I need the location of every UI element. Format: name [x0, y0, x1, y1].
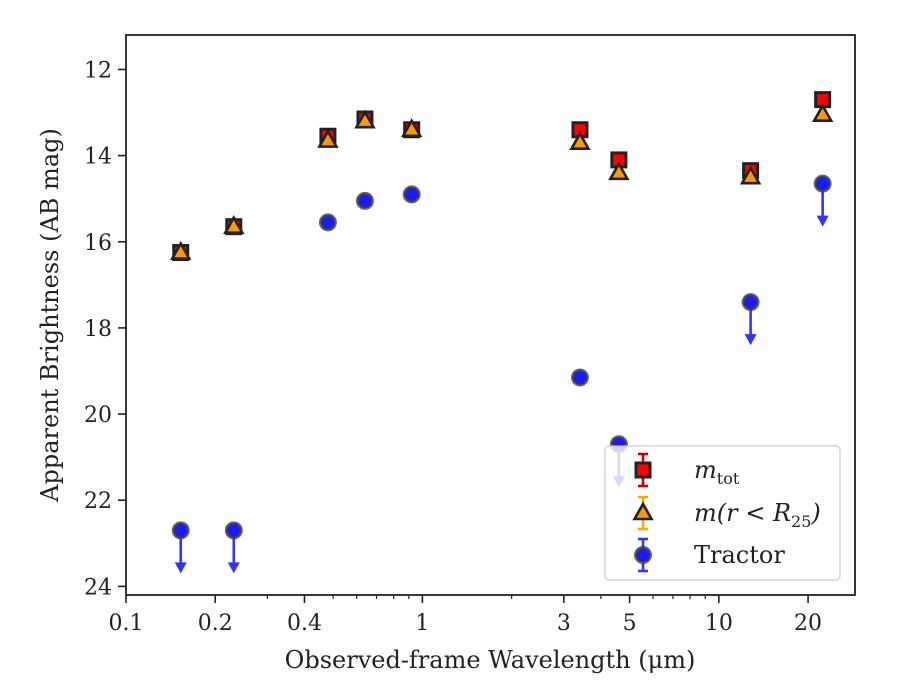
y-axis-label: Apparent Brightness (AB mag)	[36, 128, 64, 503]
legend-label: m(r < R25)	[694, 499, 821, 531]
data-marks	[170, 91, 834, 574]
x-tick-label: 20	[794, 611, 822, 636]
legend-marker	[634, 546, 652, 564]
upper-limit-head	[174, 562, 187, 574]
r25-point	[170, 240, 192, 260]
legend-box	[604, 445, 841, 581]
legend-marker	[632, 501, 654, 521]
tractor-point	[171, 521, 190, 540]
r25-point	[608, 161, 630, 181]
x-tick-label: 10	[705, 611, 733, 636]
legend-marker	[634, 461, 652, 479]
x-tick-label: 1	[415, 611, 429, 636]
y-tick-label: 22	[84, 489, 112, 514]
x-tick-label: 3	[557, 611, 571, 636]
tractor-point	[355, 191, 374, 210]
x-axis-label: Observed-frame Wavelength (μm)	[285, 646, 696, 674]
r25-point	[400, 118, 423, 138]
legend-label: mtot	[694, 456, 740, 488]
y-tick-label: 14	[84, 145, 112, 170]
axis-ticks: 0.1 0.2 0.4 1 3 5 10 20 12 14 16 18 20 22 24	[84, 58, 822, 636]
tractor-point	[570, 368, 589, 387]
x-tick-label: 5	[623, 611, 637, 636]
legend-item-tot: mtot	[634, 452, 740, 488]
legend: mtot m(r < R25) Tractor	[604, 445, 841, 581]
x-tick-label: 0.1	[109, 611, 144, 636]
upper-limit-head	[227, 562, 240, 574]
tractor-point	[741, 293, 760, 312]
y-tick-label: 12	[84, 58, 112, 83]
r25-point	[317, 128, 339, 148]
r25-point	[354, 109, 376, 129]
r25-point	[569, 131, 591, 150]
upper-limit-head	[744, 334, 757, 346]
legend-label: Tractor	[694, 541, 785, 569]
series-r25	[170, 103, 834, 260]
x-tick-label: 0.2	[198, 611, 233, 636]
y-tick-label: 20	[84, 403, 112, 428]
legend-item-tractor: Tractor	[634, 537, 785, 573]
tractor-point	[318, 213, 337, 232]
r25-point	[739, 165, 762, 185]
upper-limit-head	[816, 215, 829, 227]
tractor-point	[224, 521, 243, 540]
r25-point	[811, 103, 834, 122]
legend-item-r25: m(r < R25)	[632, 495, 821, 531]
tractor-point	[813, 174, 832, 193]
y-tick-label: 18	[84, 317, 112, 342]
x-tick-label: 0.4	[287, 611, 322, 636]
r25-point	[223, 215, 245, 234]
y-tick-label: 24	[84, 575, 112, 600]
plot-frame	[125, 34, 856, 596]
tractor-point	[402, 185, 421, 204]
y-tick-label: 16	[84, 231, 112, 256]
